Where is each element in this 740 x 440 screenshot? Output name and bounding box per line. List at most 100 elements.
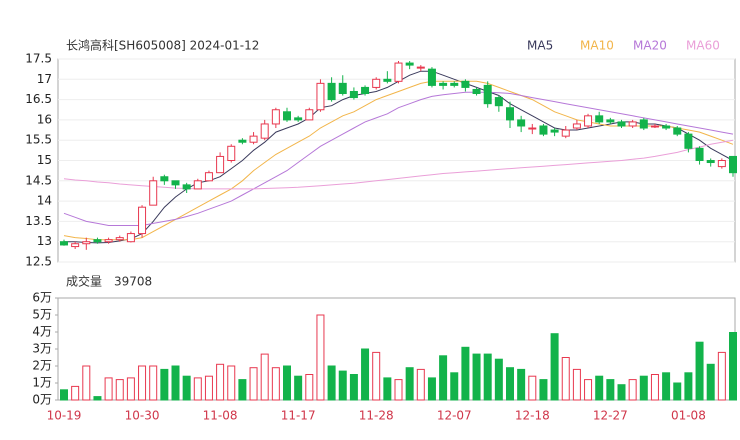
candle-body (572, 123, 581, 129)
volume-bar (729, 331, 737, 401)
candle-body (260, 123, 269, 139)
y-tick-label: 17 (37, 72, 52, 86)
volume-bar (550, 333, 559, 401)
candle-body (60, 241, 68, 246)
volume-bar (416, 368, 425, 401)
volume-bar (405, 367, 414, 401)
volume-bar (327, 365, 336, 401)
candle-body (673, 127, 682, 135)
volume-bar (472, 353, 481, 401)
legend-label: MA5 (527, 39, 553, 53)
y-tick-label: 14 (37, 194, 52, 208)
candle-body (405, 62, 414, 66)
candle-body (193, 180, 202, 190)
volume-bar (93, 396, 102, 401)
legend-label: MA10 (580, 39, 614, 53)
volume-bar (372, 351, 381, 401)
y-tick-label: 5万 (32, 308, 52, 322)
candle-body (606, 119, 615, 123)
candle-body (684, 133, 693, 149)
volume-bar (283, 365, 291, 401)
candle-body (695, 147, 704, 162)
volume-bar (60, 389, 68, 401)
candle-body (349, 90, 358, 99)
volume-title: 成交量 (66, 274, 102, 289)
y-tick-label: 13 (37, 234, 52, 248)
candle-body (383, 78, 392, 82)
volume-bar (450, 372, 459, 401)
y-tick-label: 16 (37, 112, 52, 126)
volume-bar (171, 365, 180, 401)
candle-body (729, 155, 737, 174)
volume-bar (628, 379, 637, 401)
candle-body (472, 88, 481, 95)
x-tick-label: 12-27 (593, 409, 628, 423)
candle-body (450, 82, 459, 86)
y-tick-label: 14.5 (25, 173, 52, 187)
candle-body (327, 82, 336, 101)
y-tick-label: 16.5 (25, 92, 52, 106)
candle-body (595, 115, 604, 123)
y-tick-label: 2万 (32, 359, 52, 373)
candle-body (639, 119, 648, 129)
candle-body (294, 117, 303, 121)
volume-bar (606, 379, 615, 401)
volume-bar (104, 377, 113, 401)
candle-body (528, 127, 537, 130)
legend-label: MA60 (686, 39, 720, 53)
volume-bar (238, 379, 247, 401)
x-tick-label: 11-08 (203, 409, 238, 423)
candle-body (238, 139, 247, 143)
volume-bar (204, 375, 213, 401)
volume-bar (650, 374, 659, 401)
volume-bar (126, 377, 135, 401)
volume-bar (539, 379, 548, 401)
candle-body (138, 206, 147, 235)
candle-body (584, 115, 593, 127)
volume-bar (260, 353, 269, 401)
candle-body (149, 180, 158, 206)
candle-body (160, 176, 169, 182)
ma-line (63, 91, 734, 226)
candle-body (338, 82, 347, 95)
volume-bar (617, 384, 626, 401)
volume-bar (506, 367, 514, 401)
volume-bar (684, 372, 693, 401)
volume-bar (82, 365, 91, 401)
volume-bar (483, 353, 492, 401)
candle-body (115, 237, 124, 241)
x-tick-label: 10-30 (125, 409, 160, 423)
y-tick-label: 6万 (32, 291, 52, 305)
candle-body (372, 78, 381, 88)
y-tick-label: 13.5 (25, 214, 52, 228)
chart-title: 长鸿高科[SH605008] 2024-01-12 (66, 38, 259, 53)
candle-body (662, 125, 671, 129)
candle-body (494, 97, 503, 107)
volume-bar (639, 375, 648, 401)
y-tick-label: 1万 (32, 376, 52, 390)
candle-body (93, 239, 102, 243)
candle-body (506, 107, 514, 121)
volume-bar (294, 375, 303, 401)
volume-bar (361, 348, 370, 401)
candle-body (204, 172, 213, 182)
y-tick-label: 17.5 (25, 52, 52, 66)
candle-body (361, 86, 370, 95)
volume-bar (383, 377, 392, 401)
candle-body (539, 125, 548, 135)
y-tick-label: 15 (37, 153, 52, 167)
volume-bar (517, 368, 526, 401)
candle-body (126, 233, 135, 243)
x-tick-label: 11-17 (281, 409, 316, 423)
volume-bar (572, 368, 581, 401)
candle-body (171, 180, 180, 186)
x-tick-label: 11-28 (359, 409, 394, 423)
candle-body (394, 62, 403, 82)
y-tick-label: 15.5 (25, 133, 52, 147)
volume-bar (561, 357, 570, 401)
candle-body (82, 241, 91, 245)
volume-bar (138, 365, 147, 401)
volume-bar (439, 355, 448, 401)
volume-bar (662, 372, 671, 401)
legend-label: MA20 (633, 39, 667, 53)
